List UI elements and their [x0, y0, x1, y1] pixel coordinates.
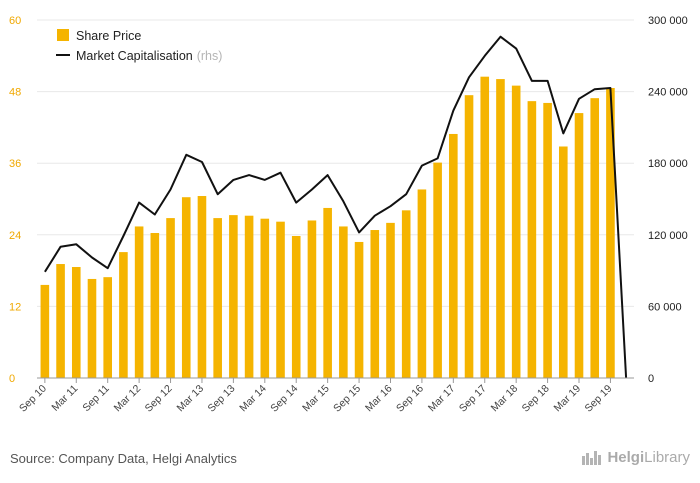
legend-market-cap-name: Market Capitalisation — [76, 49, 193, 63]
helgi-library-logo: HelgiLibrary — [581, 449, 690, 466]
y-left-tick-label: 0 — [9, 373, 15, 385]
x-tick-label: Sep 16 — [394, 383, 426, 415]
y-right-tick-label: 180 000 — [648, 158, 688, 170]
share-price-bar — [339, 226, 348, 378]
x-tick-label: Mar 11 — [49, 383, 80, 414]
share-price-bar — [574, 113, 584, 378]
x-tick-label: Sep 11 — [80, 383, 112, 415]
y-left-tick-label: 60 — [9, 15, 21, 27]
y-right-tick-label: 300 000 — [648, 15, 688, 27]
share-price-bar — [370, 230, 380, 378]
right-axis-ticks: 0 60 000 120 000 180 000 240 000 300 000 — [648, 15, 688, 385]
share-price-bar — [433, 162, 442, 378]
share-price-bar — [260, 218, 270, 378]
share-price-bar — [527, 101, 537, 378]
share-price-bar — [417, 189, 427, 378]
share-price-bar — [197, 196, 207, 378]
share-price-bar — [181, 197, 191, 378]
share-price-bar — [464, 95, 474, 379]
x-axis-ticks: Sep 10 Mar 11 Sep 11 Mar 12 Sep 12 Mar 13 Sep … — [17, 378, 615, 415]
share-price-bar — [166, 218, 175, 378]
share-price-bar — [87, 278, 97, 378]
x-tick-label: Mar 13 — [174, 383, 206, 415]
x-tick-label: Mar 12 — [112, 383, 144, 415]
share-price-bar — [150, 233, 160, 378]
market-cap-line — [44, 35, 628, 379]
share-price-bar — [134, 226, 144, 378]
chart: 0 12 24 36 48 60 0 60 000 120 000 180 000 240 000… — [9, 15, 688, 415]
source-note: Source: Company Data, Helgi Analytics — [10, 451, 237, 466]
share-price-bar — [291, 235, 301, 378]
share-price-bar — [40, 284, 50, 378]
share-price-bar — [71, 267, 81, 378]
x-tick-label: Sep 10 — [17, 383, 49, 415]
legend: Share Price Market Capitalisation (rhs) — [56, 29, 222, 63]
legend-market-cap-label: Market Capitalisation (rhs) — [76, 49, 222, 63]
share-price-bar — [590, 98, 600, 378]
share-price-bar — [103, 277, 112, 378]
share-price-bar — [244, 215, 254, 378]
left-axis-ticks: 0 12 24 36 48 60 — [9, 15, 21, 385]
share-price-bar — [543, 102, 552, 378]
y-right-tick-label: 240 000 — [648, 87, 688, 99]
share-price-bar — [56, 264, 65, 378]
share-price-bar — [606, 88, 615, 379]
logo-suffix: Library — [644, 449, 690, 466]
y-right-tick-label: 0 — [648, 373, 654, 385]
legend-rhs-note: (rhs) — [197, 49, 223, 63]
share-price-bar — [480, 76, 490, 378]
x-tick-label: Sep 12 — [143, 383, 175, 415]
logo-text: HelgiLibrary — [607, 449, 690, 466]
share-price-bar — [496, 79, 505, 378]
share-price-bar — [229, 215, 238, 378]
x-tick-label: Sep 18 — [520, 383, 552, 415]
share-price-bars — [40, 76, 615, 379]
x-tick-label: Mar 19 — [552, 383, 584, 415]
share-price-bar — [401, 210, 411, 378]
x-tick-label: Mar 18 — [489, 383, 521, 415]
legend-share-price-swatch — [57, 29, 69, 41]
x-tick-label: Sep 15 — [331, 383, 363, 415]
y-left-tick-label: 24 — [9, 230, 21, 242]
share-price-bar — [323, 207, 332, 378]
x-tick-label: Sep 14 — [268, 383, 300, 415]
x-tick-label: Sep 17 — [457, 383, 489, 415]
share-price-bar — [276, 221, 285, 378]
y-left-tick-label: 48 — [9, 87, 21, 99]
y-left-tick-label: 36 — [9, 158, 21, 170]
share-price-bar — [354, 241, 364, 378]
library-logo-icon — [582, 450, 602, 465]
x-tick-label: Sep 13 — [205, 383, 237, 415]
logo-brand: Helgi — [607, 449, 645, 466]
x-tick-label: Mar 17 — [426, 383, 458, 415]
share-price-bar — [119, 252, 128, 378]
legend-share-price-label: Share Price — [76, 29, 141, 43]
share-price-bar — [213, 218, 222, 378]
share-price-bar — [307, 220, 317, 378]
share-price-bar — [386, 222, 395, 378]
share-price-bar — [559, 146, 568, 378]
y-right-tick-label: 120 000 — [648, 230, 688, 242]
share-price-bar — [449, 133, 458, 378]
x-tick-label: Sep 19 — [583, 383, 615, 415]
market-cap-line-layer — [44, 35, 628, 379]
y-left-tick-label: 12 — [9, 301, 21, 313]
y-right-tick-label: 60 000 — [648, 301, 682, 313]
x-tick-label: Mar 15 — [300, 383, 332, 415]
x-tick-label: Mar 16 — [363, 383, 395, 415]
x-tick-label: Mar 14 — [237, 383, 269, 415]
share-price-bar — [511, 85, 521, 378]
